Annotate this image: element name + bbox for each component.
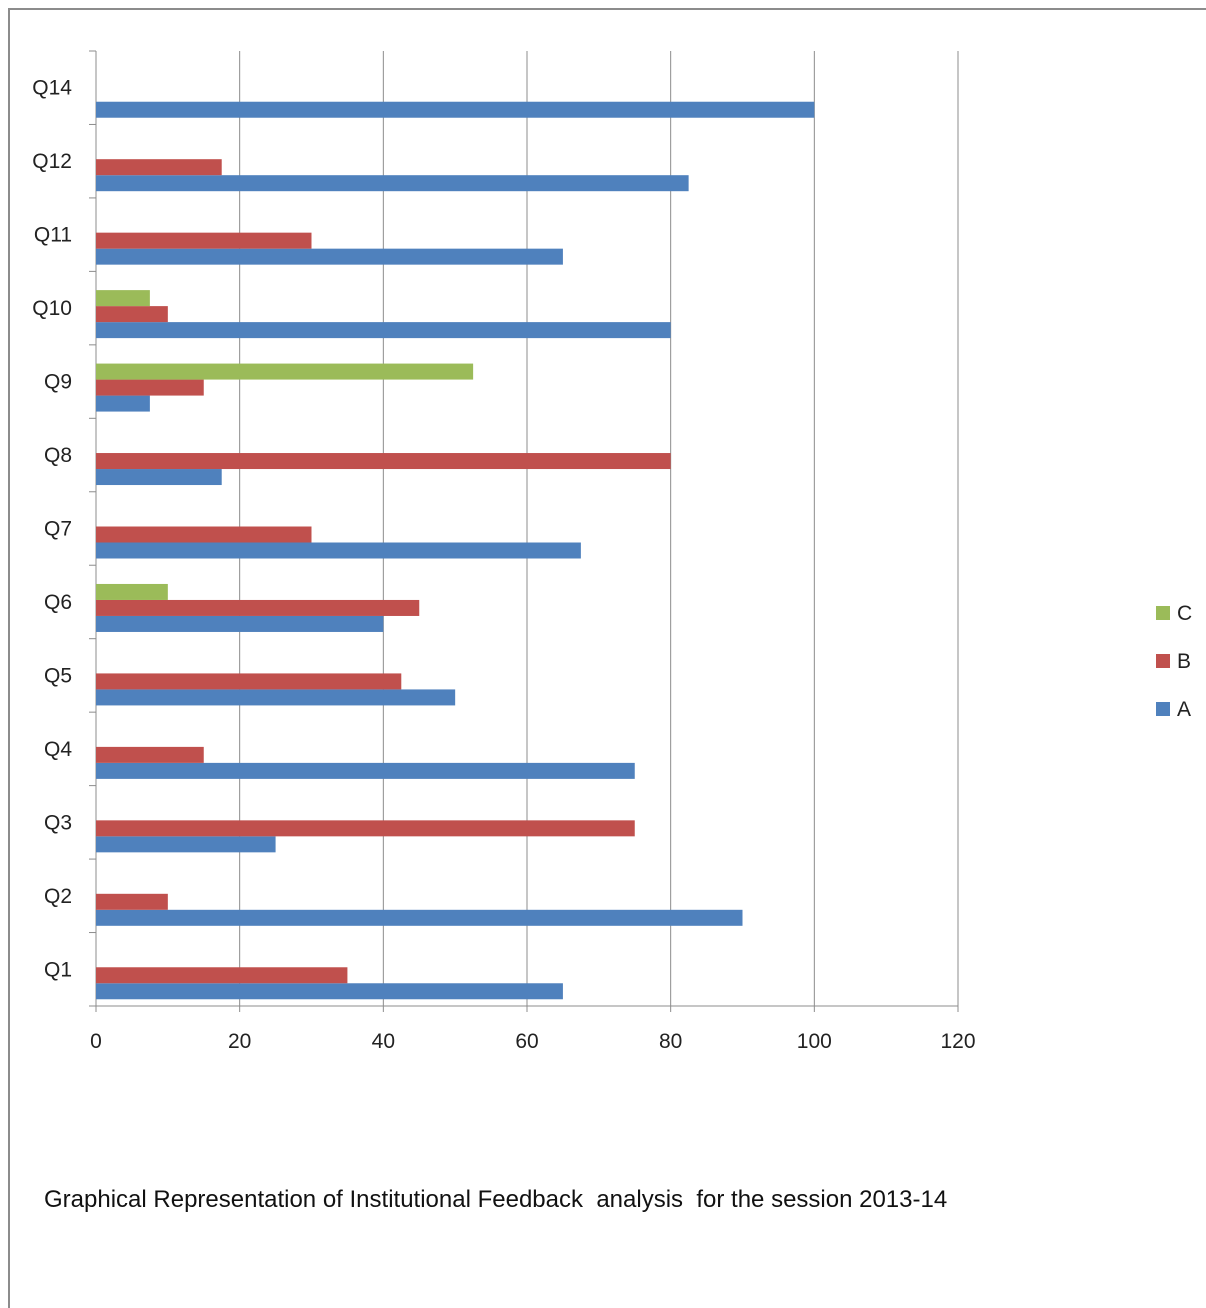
bar-A-Q11	[96, 248, 563, 265]
bar-A-Q6	[96, 615, 384, 632]
y-tick-label: Q7	[44, 518, 72, 541]
x-tick-label: 120	[940, 1030, 975, 1053]
bar-A-Q1	[96, 983, 563, 1000]
legend-swatch-B	[1156, 654, 1170, 668]
y-tick-label: Q3	[44, 811, 72, 834]
bar-A-Q8	[96, 469, 222, 486]
legend-swatch-C	[1156, 606, 1170, 620]
x-tick-label: 40	[372, 1030, 395, 1053]
bar-A-Q12	[96, 175, 689, 192]
bar-A-Q4	[96, 762, 635, 779]
bar-A-Q14	[96, 101, 815, 118]
bar-A-Q7	[96, 542, 581, 559]
bar-B-Q3	[96, 820, 635, 837]
y-tick-label: Q10	[32, 297, 72, 320]
bar-A-Q10	[96, 322, 671, 339]
y-tick-label: Q14	[32, 77, 72, 100]
chart-caption: Graphical Representation of Institutiona…	[44, 1186, 948, 1213]
bar-B-Q12	[96, 159, 222, 176]
bar-B-Q10	[96, 306, 168, 323]
bar-C-Q9	[96, 363, 474, 380]
y-tick-label: Q2	[44, 885, 72, 908]
bar-A-Q2	[96, 909, 743, 926]
y-tick-label: Q8	[44, 444, 72, 467]
y-tick-label: Q1	[44, 958, 72, 981]
bar-A-Q5	[96, 689, 456, 706]
x-tick-label: 20	[228, 1030, 251, 1053]
bar-A-Q3	[96, 836, 276, 853]
x-tick-label: 60	[515, 1030, 538, 1053]
bar-A-Q9	[96, 395, 150, 412]
y-tick-label: Q12	[32, 150, 72, 173]
y-tick-label: Q6	[44, 591, 72, 614]
bar-B-Q2	[96, 893, 168, 910]
legend-swatch-A	[1156, 702, 1170, 716]
x-tick-label: 80	[659, 1030, 682, 1053]
bar-C-Q10	[96, 290, 150, 307]
y-tick-label: Q4	[44, 738, 72, 761]
y-tick-label: Q9	[44, 371, 72, 394]
bar-B-Q4	[96, 746, 204, 763]
legend-label-A: A	[1177, 698, 1191, 721]
bar-B-Q5	[96, 673, 402, 690]
bar-B-Q6	[96, 599, 420, 616]
bar-B-Q1	[96, 967, 348, 984]
legend-label-C: C	[1177, 602, 1192, 625]
chart-frame	[8, 8, 1206, 1308]
bar-C-Q6	[96, 583, 168, 600]
x-tick-label: 100	[797, 1030, 832, 1053]
bar-B-Q11	[96, 232, 312, 249]
bar-B-Q7	[96, 526, 312, 543]
bar-B-Q8	[96, 453, 671, 470]
x-tick-label: 0	[90, 1030, 102, 1053]
y-tick-label: Q11	[34, 224, 72, 247]
y-tick-label: Q5	[44, 664, 72, 687]
legend-label-B: B	[1177, 650, 1191, 673]
bar-B-Q9	[96, 379, 204, 396]
